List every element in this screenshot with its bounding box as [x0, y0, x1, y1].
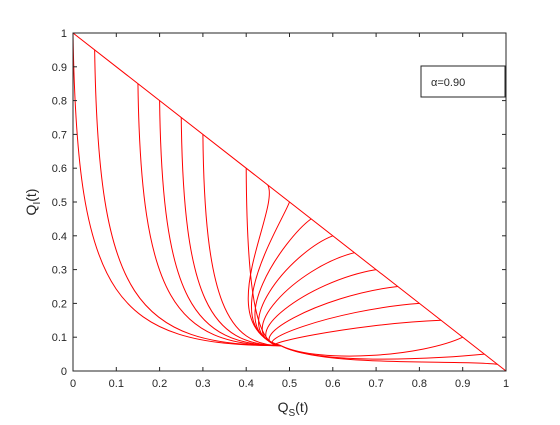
trajectory-line-4 — [180, 117, 281, 347]
trajectory-line-5 — [202, 134, 281, 347]
y-tick-label-1: 0.1 — [52, 332, 67, 344]
x-tick-label-1: 0.1 — [109, 378, 124, 390]
x-tick-label-5: 0.5 — [282, 378, 297, 390]
x-tick-label-4: 0.4 — [239, 378, 254, 390]
y-tick-label-10: 1 — [61, 28, 67, 40]
y-tick-label-9: 0.9 — [52, 62, 67, 74]
y-tick-label-7: 0.7 — [52, 129, 67, 141]
y-tick-label-0: 0 — [61, 366, 67, 378]
trajectory-line-12 — [265, 269, 377, 347]
y-tick-label-8: 0.8 — [52, 96, 67, 108]
x-tick-label-10: 1 — [503, 378, 509, 390]
legend: α=0.90 — [420, 65, 506, 98]
y-tick-label-2: 0.2 — [52, 298, 67, 310]
trajectory-line-14 — [271, 302, 420, 347]
y-tick-label-5: 0.5 — [52, 197, 67, 209]
y-tick-label-6: 0.6 — [52, 163, 67, 175]
y-tick-label-4: 0.4 — [52, 231, 67, 243]
y-axis-label: QI(t) — [23, 189, 43, 216]
x-tick-label-8: 0.8 — [412, 378, 427, 390]
trajectory-line-15 — [274, 319, 442, 347]
axes: 0 0.1 0.2 0.3 0.4 0.5 0.6 0.7 0.8 0.9 1 0 0.1 0.2 0.3 0… — [52, 28, 509, 390]
x-axis-label: QS(t) — [278, 399, 309, 419]
x-tick-label-9: 0.9 — [455, 378, 470, 390]
x-tick-label-6: 0.6 — [325, 378, 340, 390]
legend-label: α=0.90 — [431, 77, 465, 89]
trajectory-line-0 — [72, 32, 281, 347]
trajectory-line-3 — [159, 100, 281, 347]
trajectory-line-13 — [268, 286, 398, 347]
plot-area — [72, 32, 507, 372]
trajectory-line-18 — [280, 345, 498, 365]
trajectory-line-16 — [280, 336, 463, 357]
trajectory-line-2 — [137, 83, 281, 347]
x-tick-label-7: 0.7 — [368, 378, 383, 390]
y-tick-label-3: 0.3 — [52, 265, 67, 277]
legend-box — [420, 65, 506, 98]
x-tick-label-3: 0.3 — [195, 378, 210, 390]
trajectory-line-1 — [94, 49, 281, 347]
x-tick-label-0: 0 — [70, 378, 76, 390]
x-tick-label-2: 0.2 — [152, 378, 167, 390]
